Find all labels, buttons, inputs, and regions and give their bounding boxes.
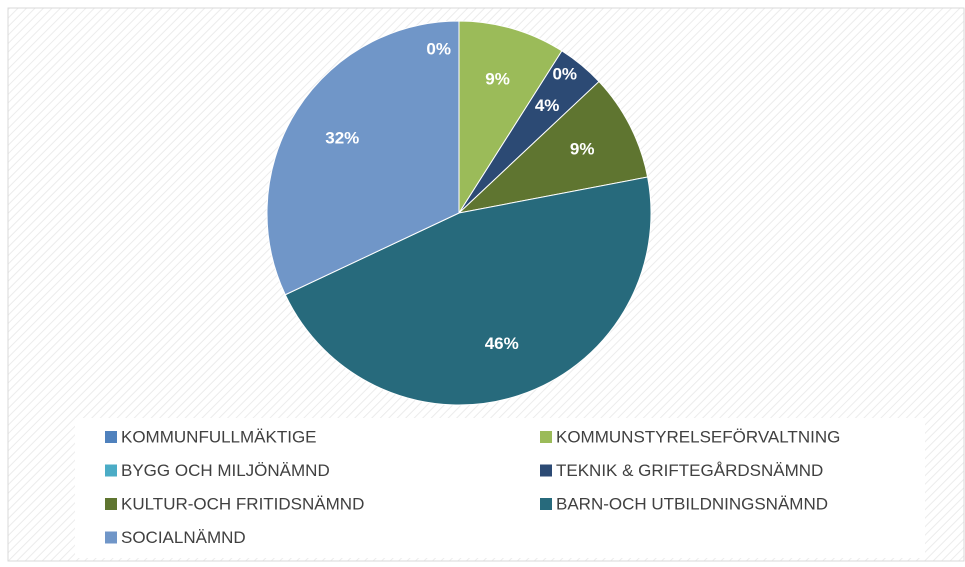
legend-label: BARN-OCH UTBILDNINGSNÄMND <box>556 494 828 513</box>
legend-swatch <box>540 431 552 443</box>
legend-box <box>75 418 925 558</box>
legend-label: TEKNIK & GRIFTEGÅRDSNÄMND <box>556 461 823 480</box>
data-label: 4% <box>535 96 560 115</box>
legend-swatch <box>105 531 117 544</box>
pie-slice <box>458 20 563 215</box>
data-label: 46% <box>485 334 519 353</box>
legend-label: KOMMUNFULLMÄKTIGE <box>121 427 317 446</box>
pie-slice <box>284 176 652 406</box>
legend-label: KOMMUNSTYRELSEFÖRVALTNING <box>556 427 840 446</box>
data-label: 0% <box>552 65 577 84</box>
legend-swatch <box>105 431 117 443</box>
pie-slice <box>457 80 649 214</box>
legend-label: KULTUR-OCH FRITIDSNÄMND <box>121 494 364 513</box>
legend-swatch <box>105 464 117 477</box>
data-label: 9% <box>485 70 510 89</box>
pie-slice <box>266 20 460 296</box>
legend-swatch <box>540 498 552 510</box>
legend-swatch <box>105 498 117 510</box>
legend-label: SOCIALNÄMND <box>121 528 246 547</box>
data-label: 0% <box>426 39 451 58</box>
data-label: 32% <box>325 128 359 147</box>
data-label: 9% <box>570 140 595 159</box>
legend-label: BYGG OCH MILJÖNÄMND <box>121 461 330 480</box>
legend-swatch <box>540 464 552 477</box>
